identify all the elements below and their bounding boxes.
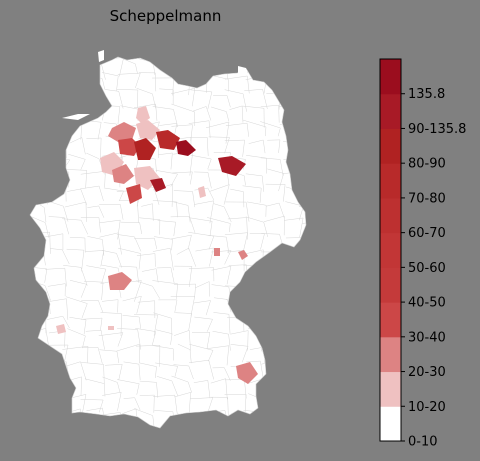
colorbar-tick-label: 10-20: [408, 400, 446, 415]
colorbar-swatch: [380, 93, 401, 129]
district-region: [108, 272, 132, 290]
island-rugen: [238, 66, 250, 80]
district-region: [176, 140, 196, 156]
colorbar-tick-label: 70-80: [408, 191, 446, 206]
colorbar-swatch: [380, 406, 401, 442]
colorbar-swatch: [380, 128, 401, 164]
colorbar-tick-label: 135.8: [408, 87, 445, 102]
district-region: [198, 186, 206, 198]
colorbar-swatch: [380, 371, 401, 407]
district-region: [156, 130, 180, 150]
district-region: [108, 326, 114, 330]
map-title: Scheppelmann: [109, 7, 222, 25]
district-region: [236, 362, 258, 384]
colorbar-swatch: [380, 302, 401, 338]
district-region: [108, 122, 136, 142]
colorbar-frame: [379, 58, 402, 442]
district-region: [150, 178, 166, 192]
district-region: [126, 184, 142, 204]
colorbar-tick-label: 50-60: [408, 261, 446, 276]
district-region: [238, 250, 248, 260]
highlighted-districts: [56, 106, 258, 384]
island-north-frisian: [98, 50, 104, 62]
district-region: [214, 248, 220, 256]
district-region: [218, 156, 246, 176]
colorbar-swatch: [380, 336, 401, 373]
colorbar-tick-label: 40-50: [408, 296, 446, 311]
colorbar-swatch: [380, 232, 401, 268]
colorbar-tick-label: 30-40: [408, 330, 446, 345]
colorbar-swatch: [380, 163, 401, 199]
colorbar-tick-label: 20-30: [408, 365, 446, 380]
colorbar-swatch: [380, 59, 401, 95]
germany-land: [29, 56, 307, 429]
colorbar-tick-label: 80-90: [408, 157, 446, 172]
district-region: [136, 120, 160, 140]
colorbar-swatches: [380, 59, 401, 442]
colorbar-tick-label: 90-135.8: [408, 122, 466, 137]
colorbar-swatch: [380, 197, 401, 234]
colorbar-ticks: 0-10 10-20 20-30 30-40 40-50 50-60 60-70 70-80 8…: [401, 87, 466, 450]
district-region: [56, 324, 66, 334]
colorbar-tick-label: 60-70: [408, 226, 446, 241]
district-region: [136, 106, 150, 124]
island-east-frisian: [62, 114, 90, 120]
colorbar-swatch: [380, 267, 401, 303]
colorbar-tick-label: 0-10: [408, 435, 438, 450]
district-region: [112, 164, 134, 184]
district-region: [134, 138, 156, 160]
